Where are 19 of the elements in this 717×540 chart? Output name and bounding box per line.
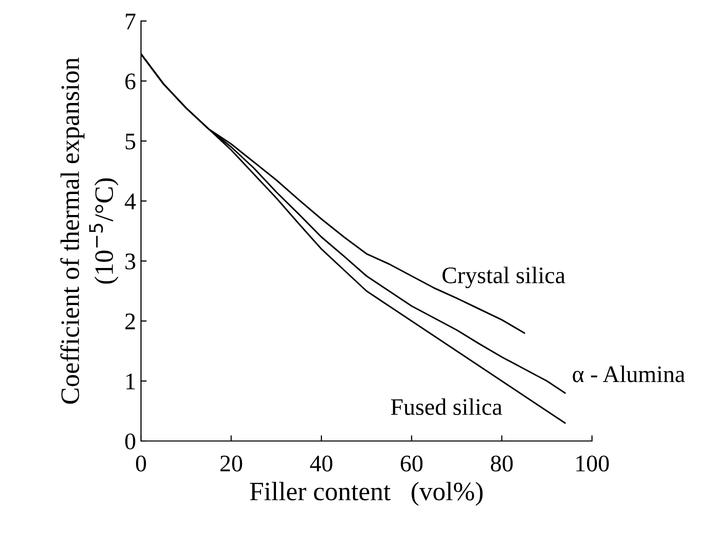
- x-tick-label: 80: [490, 456, 513, 472]
- series-label: Crystal silica: [442, 266, 566, 288]
- y-tick-label: 1: [126, 374, 135, 390]
- x-tick-label: 100: [576, 456, 609, 472]
- y-tick-label: 7: [126, 14, 136, 30]
- y-tick-label: 6: [125, 74, 136, 90]
- x-tick-label: 20: [220, 456, 242, 472]
- series-label: α - Alumina: [572, 366, 685, 382]
- y-axis-title: Coefficient of thermal expansion (10$^{−5}$/°C): [60, 58, 118, 404]
- y-tick-label: 5: [126, 134, 136, 150]
- x-tick-label: 60: [400, 456, 423, 472]
- x-axis-title: Filler content (vol%): [250, 482, 483, 506]
- y-tick-label: 0: [125, 433, 136, 450]
- x-tick-label: 0: [136, 456, 146, 472]
- series-label: Fused silica: [390, 398, 502, 416]
- y-tick-label: 4: [124, 194, 136, 210]
- y-tick-label: 3: [125, 254, 136, 270]
- x-tick-label: 40: [310, 456, 332, 472]
- y-tick-label: 2: [125, 314, 135, 330]
